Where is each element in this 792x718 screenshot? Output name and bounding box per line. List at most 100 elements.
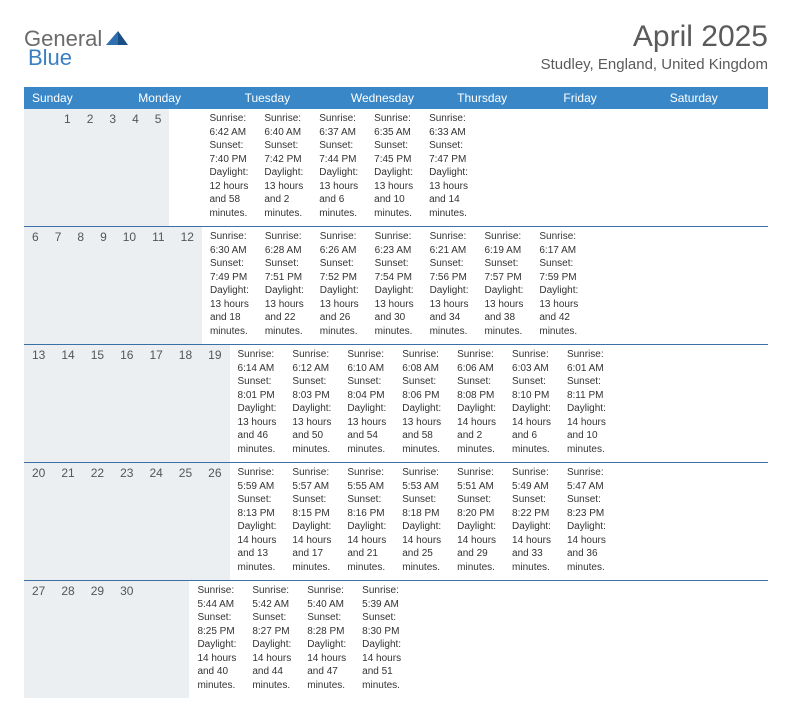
weekday-header-row: Sunday Monday Tuesday Wednesday Thursday…: [24, 87, 768, 109]
day-cell: Sunrise: 6:35 AMSunset: 7:45 PMDaylight:…: [366, 109, 421, 226]
sunrise-text: Sunrise: 6:01 AM: [567, 348, 606, 375]
sunset-text: Sunset: 7:44 PM: [319, 139, 358, 166]
day-number: 27: [24, 581, 53, 698]
daylight-text: Daylight: 14 hours and 47 minutes.: [307, 638, 346, 692]
sunset-text: Sunset: 8:13 PM: [238, 493, 277, 520]
sunrise-text: Sunrise: 6:12 AM: [292, 348, 331, 375]
day-cell: Sunrise: 6:19 AMSunset: 7:57 PMDaylight:…: [476, 227, 531, 344]
sunset-text: Sunset: 7:47 PM: [429, 139, 468, 166]
sunrise-text: Sunrise: 6:08 AM: [402, 348, 441, 375]
sunset-text: Sunset: 7:57 PM: [484, 257, 523, 284]
day-cell: Sunrise: 6:08 AMSunset: 8:06 PMDaylight:…: [394, 345, 449, 462]
day-number: 3: [101, 109, 124, 226]
day-cell: Sunrise: 5:40 AMSunset: 8:28 PMDaylight:…: [299, 581, 354, 698]
sunset-text: Sunset: 8:18 PM: [402, 493, 441, 520]
sunrise-text: Sunrise: 6:14 AM: [238, 348, 277, 375]
logo-text-blue: Blue: [28, 45, 72, 71]
sunrise-text: Sunrise: 5:44 AM: [197, 584, 236, 611]
day-cell: Sunrise: 5:49 AMSunset: 8:22 PMDaylight:…: [504, 463, 559, 580]
sunrise-text: Sunrise: 5:53 AM: [402, 466, 441, 493]
day-cell: Sunrise: 6:03 AMSunset: 8:10 PMDaylight:…: [504, 345, 559, 462]
page-title: April 2025: [541, 20, 768, 54]
weekday-header: Thursday: [449, 87, 555, 109]
daylight-text: Daylight: 14 hours and 6 minutes.: [512, 402, 551, 456]
sunrise-text: Sunrise: 6:03 AM: [512, 348, 551, 375]
daylight-text: Daylight: 13 hours and 6 minutes.: [319, 166, 358, 220]
daylight-text: Daylight: 14 hours and 33 minutes.: [512, 520, 551, 574]
sunrise-text: Sunrise: 5:40 AM: [307, 584, 346, 611]
day-number: 16: [112, 345, 141, 462]
sunrise-text: Sunrise: 5:57 AM: [292, 466, 331, 493]
day-number: 20: [24, 463, 53, 580]
day-cell: Sunrise: 6:17 AMSunset: 7:59 PMDaylight:…: [531, 227, 586, 344]
day-cell: Sunrise: 5:39 AMSunset: 8:30 PMDaylight:…: [354, 581, 409, 698]
sunset-text: Sunset: 8:08 PM: [457, 375, 496, 402]
day-cell: Sunrise: 6:26 AMSunset: 7:52 PMDaylight:…: [312, 227, 367, 344]
daylight-text: Daylight: 13 hours and 10 minutes.: [374, 166, 413, 220]
page-header: General April 2025 Studley, England, Uni…: [24, 20, 768, 73]
day-number: 6: [24, 227, 47, 344]
sunset-text: Sunset: 8:11 PM: [567, 375, 606, 402]
logo-mark-icon: [106, 26, 128, 52]
day-number: 19: [200, 345, 229, 462]
day-number: 25: [171, 463, 200, 580]
day-number: 21: [53, 463, 82, 580]
sunrise-text: Sunrise: 6:23 AM: [375, 230, 414, 257]
daylight-text: Daylight: 13 hours and 14 minutes.: [429, 166, 468, 220]
sunset-text: Sunset: 7:42 PM: [264, 139, 303, 166]
day-cell: Sunrise: 6:23 AMSunset: 7:54 PMDaylight:…: [367, 227, 422, 344]
sunrise-text: Sunrise: 6:35 AM: [374, 112, 413, 139]
sunrise-text: Sunrise: 6:30 AM: [210, 230, 249, 257]
sunset-text: Sunset: 8:20 PM: [457, 493, 496, 520]
weeks-container: 12345 Sunrise: 6:42 AMSunset: 7:40 PMDayl…: [24, 109, 768, 698]
sunrise-text: Sunrise: 6:33 AM: [429, 112, 468, 139]
day-number-row: 20212223242526: [24, 463, 230, 580]
day-number-row: 12345: [24, 109, 169, 226]
day-number: 23: [112, 463, 141, 580]
day-number: 12: [173, 227, 202, 344]
day-cell: [409, 581, 425, 698]
daylight-text: Daylight: 13 hours and 22 minutes.: [265, 284, 304, 338]
sunset-text: Sunset: 8:28 PM: [307, 611, 346, 638]
sunset-text: Sunset: 8:03 PM: [292, 375, 331, 402]
day-number: 7: [47, 227, 70, 344]
sunset-text: Sunset: 8:01 PM: [238, 375, 277, 402]
daylight-text: Daylight: 13 hours and 2 minutes.: [264, 166, 303, 220]
daylight-text: Daylight: 14 hours and 51 minutes.: [362, 638, 401, 692]
sunset-text: Sunset: 7:45 PM: [374, 139, 413, 166]
sunrise-text: Sunrise: 5:39 AM: [362, 584, 401, 611]
sunrise-text: Sunrise: 5:59 AM: [238, 466, 277, 493]
sunset-text: Sunset: 8:23 PM: [567, 493, 606, 520]
day-cell: [425, 581, 441, 698]
sunrise-text: Sunrise: 6:42 AM: [209, 112, 248, 139]
day-number: 26: [200, 463, 229, 580]
daylight-text: Daylight: 14 hours and 21 minutes.: [347, 520, 386, 574]
daylight-text: Daylight: 14 hours and 40 minutes.: [197, 638, 236, 692]
daylight-text: Daylight: 13 hours and 42 minutes.: [539, 284, 578, 338]
calendar-grid: Sunday Monday Tuesday Wednesday Thursday…: [24, 87, 768, 698]
daylight-text: Daylight: 14 hours and 44 minutes.: [252, 638, 291, 692]
sunrise-text: Sunrise: 6:37 AM: [319, 112, 358, 139]
day-cell: Sunrise: 5:59 AMSunset: 8:13 PMDaylight:…: [230, 463, 285, 580]
daylight-text: Daylight: 13 hours and 34 minutes.: [430, 284, 469, 338]
sunset-text: Sunset: 7:49 PM: [210, 257, 249, 284]
day-cell: Sunrise: 6:42 AMSunset: 7:40 PMDaylight:…: [201, 109, 256, 226]
daylight-text: Daylight: 13 hours and 50 minutes.: [292, 402, 331, 456]
sunset-text: Sunset: 8:16 PM: [347, 493, 386, 520]
sunrise-text: Sunrise: 6:28 AM: [265, 230, 304, 257]
sunset-text: Sunset: 8:06 PM: [402, 375, 441, 402]
day-body-row: Sunrise: 6:30 AMSunset: 7:49 PM Daylight:…: [202, 227, 586, 344]
day-cell: Sunrise: 6:30 AMSunset: 7:49 PMDaylight:…: [202, 227, 257, 344]
week-row: 27282930Sunrise: 5:44 AMSunset: 8:25 PMD…: [24, 581, 768, 698]
day-cell: Sunrise: 6:10 AMSunset: 8:04 PMDaylight:…: [339, 345, 394, 462]
day-cell: Sunrise: 5:51 AMSunset: 8:20 PMDaylight:…: [449, 463, 504, 580]
sunset-text: Sunset: 7:54 PM: [375, 257, 414, 284]
sunset-text: Sunset: 8:15 PM: [292, 493, 331, 520]
day-cell: Sunrise: 6:37 AMSunset: 7:44 PMDaylight:…: [311, 109, 366, 226]
sunrise-text: Sunrise: 5:55 AM: [347, 466, 386, 493]
daylight-text: Daylight: 13 hours and 46 minutes.: [238, 402, 277, 456]
weekday-header: Sunday: [24, 87, 130, 109]
day-number: 13: [24, 345, 53, 462]
day-number: 18: [171, 345, 200, 462]
day-number: 14: [53, 345, 82, 462]
